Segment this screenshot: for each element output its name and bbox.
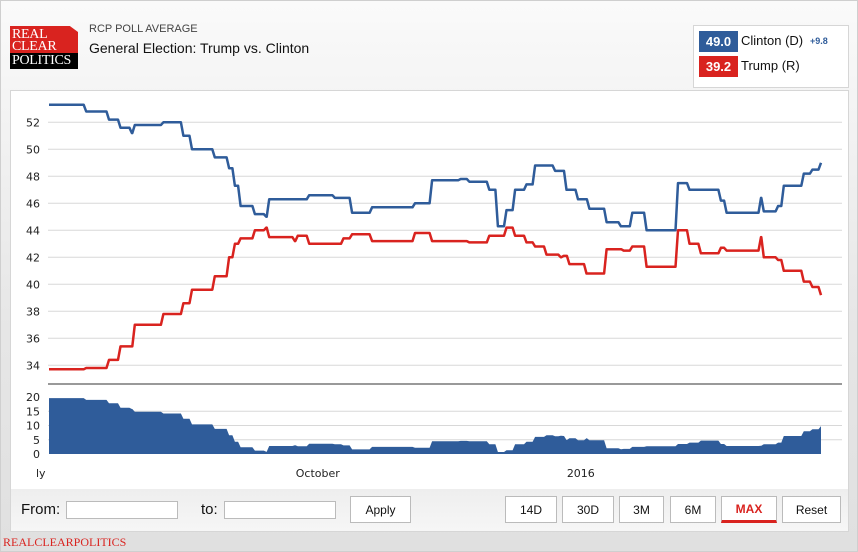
y-tick-label: 46 [26, 197, 40, 210]
clinton-legend-label: Clinton (D) [741, 33, 804, 48]
logo-text: POLITICS [12, 53, 72, 68]
footer-brand[interactable]: REALCLEARPOLITICS [3, 535, 127, 549]
y-tick-label: 52 [26, 116, 40, 129]
spread-value: +9.8 [810, 36, 828, 46]
clinton-line [49, 103, 823, 232]
logo-text: REAL [12, 27, 48, 42]
y-tick-label: 42 [26, 251, 40, 264]
range-3m-button[interactable]: 3M [619, 496, 664, 523]
x-tick-label: October [296, 467, 340, 480]
trump-line [49, 226, 823, 371]
spread-y-tick-label: 15 [26, 405, 40, 418]
x-tick-label: 2016 [567, 467, 595, 480]
legend: 49.0 Clinton (D) +9.8 39.2 Trump (R) [693, 25, 849, 88]
spread-y-tick-label: 0 [33, 448, 40, 461]
from-label: From: [21, 501, 61, 518]
chart-title: General Election: Trump vs. Clinton [89, 40, 310, 56]
range-max-button[interactable]: MAX [721, 496, 777, 523]
range-6m-button[interactable]: 6M [670, 496, 716, 523]
logo-black-block [10, 53, 78, 69]
trump-value-badge: 39.2 [699, 56, 738, 77]
y-tick-label: 38 [26, 305, 40, 318]
apply-button[interactable]: Apply [350, 496, 411, 523]
x-tick-label: ly [36, 467, 46, 480]
reset-button[interactable]: Reset [782, 496, 841, 523]
spread-y-tick-label: 10 [26, 420, 40, 433]
to-date-input[interactable] [224, 501, 336, 519]
y-tick-label: 50 [26, 143, 40, 156]
spread-area [49, 398, 821, 454]
trump-legend-label: Trump (R) [741, 58, 800, 73]
y-tick-label: 48 [26, 170, 40, 183]
clinton-value-badge: 49.0 [699, 31, 738, 52]
logo-red-block [10, 26, 78, 53]
range-controls: From: to: Apply 14D 30D 3M 6M MAX Reset [10, 489, 849, 532]
chart-subtitle: RCP POLL AVERAGE [89, 23, 198, 35]
to-label: to: [201, 501, 218, 518]
y-tick-label: 36 [26, 332, 40, 345]
spread-y-tick-label: 5 [33, 434, 40, 447]
rcp-logo[interactable]: REAL CLEAR POLITICS [10, 26, 78, 69]
range-14d-button[interactable]: 14D [505, 496, 557, 523]
spread-y-tick-label: 20 [26, 391, 40, 404]
from-date-input[interactable] [66, 501, 178, 519]
y-tick-label: 44 [26, 224, 40, 237]
range-30d-button[interactable]: 30D [562, 496, 614, 523]
y-tick-label: 34 [26, 359, 40, 372]
logo-text: CLEAR [12, 39, 57, 54]
y-tick-label: 40 [26, 278, 40, 291]
